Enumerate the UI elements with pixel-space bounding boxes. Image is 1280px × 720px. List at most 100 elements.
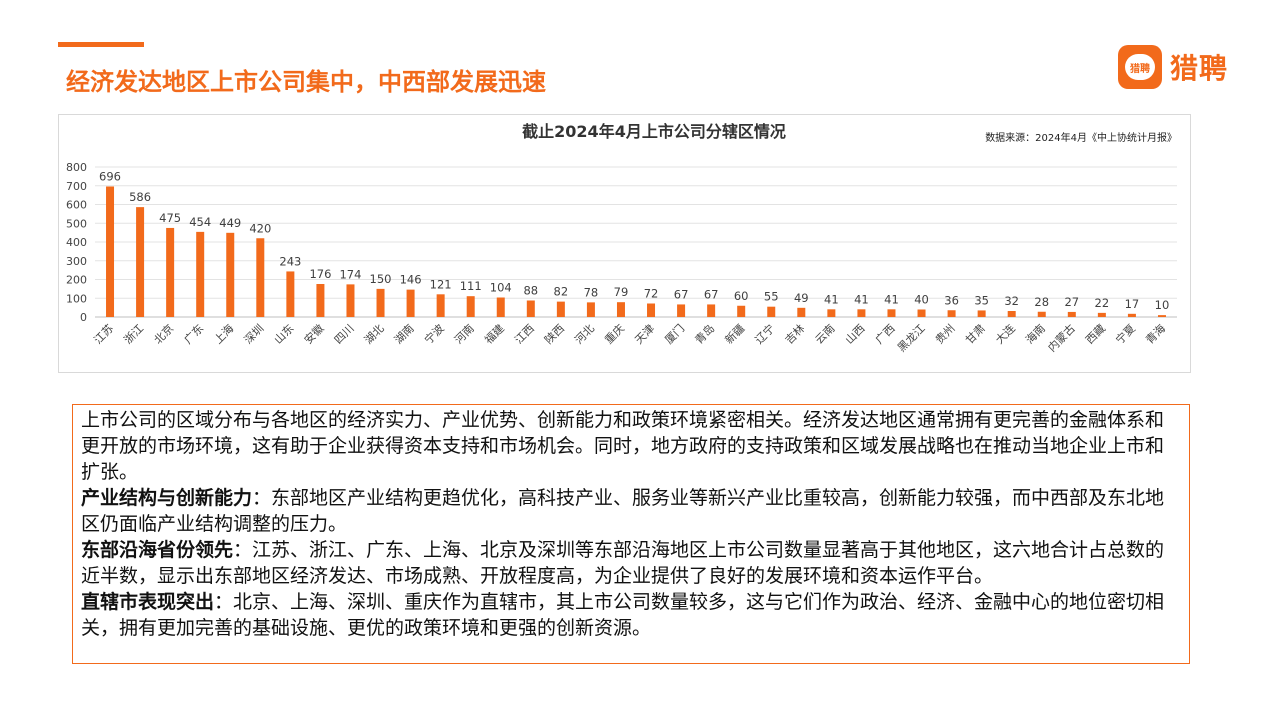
x-tick-label: 大连 bbox=[992, 321, 1017, 346]
chart-title: 截止2024年4月上市公司分辖区情况 bbox=[522, 122, 786, 141]
bar-value-label: 55 bbox=[764, 290, 779, 304]
bar-value-label: 67 bbox=[704, 287, 719, 301]
x-tick-label: 北京 bbox=[151, 321, 176, 346]
bar bbox=[887, 309, 896, 317]
bar-value-label: 32 bbox=[1004, 294, 1019, 308]
y-tick-label: 400 bbox=[66, 236, 87, 249]
bar bbox=[977, 310, 986, 317]
bar-value-label: 22 bbox=[1095, 296, 1110, 310]
paragraph-2-heading: 产业结构与创新能力 bbox=[81, 487, 253, 509]
bar-value-label: 17 bbox=[1125, 297, 1140, 311]
bar bbox=[166, 227, 175, 317]
bar-value-label: 27 bbox=[1064, 295, 1079, 309]
x-tick-label: 青岛 bbox=[692, 321, 717, 346]
bar bbox=[346, 284, 355, 317]
bar-value-label: 79 bbox=[614, 285, 629, 299]
x-tick-label: 四川 bbox=[332, 322, 357, 347]
chart-container: 截止2024年4月上市公司分辖区情况 数据来源：2024年4月《中上协统计月报》… bbox=[58, 114, 1191, 373]
x-tick-label: 云南 bbox=[813, 322, 838, 347]
bar bbox=[1157, 315, 1166, 317]
bar-value-label: 174 bbox=[339, 267, 361, 281]
x-tick-label: 安徽 bbox=[301, 321, 326, 346]
bar bbox=[256, 238, 265, 317]
x-tick-label: 西藏 bbox=[1083, 322, 1108, 347]
bar-value-label: 35 bbox=[974, 293, 989, 307]
x-tick-label: 深圳 bbox=[242, 322, 267, 347]
x-tick-label: 海南 bbox=[1022, 321, 1047, 346]
bar-value-label: 88 bbox=[523, 284, 538, 298]
x-tick-label: 广西 bbox=[873, 322, 898, 347]
x-tick-label: 江苏 bbox=[91, 322, 116, 347]
bar bbox=[226, 232, 235, 317]
summary-paragraph-3: 东部沿海省份领先：江苏、浙江、广东、上海、北京及深圳等东部沿海地区上市公司数量显… bbox=[81, 537, 1181, 589]
bar-value-label: 586 bbox=[129, 190, 151, 204]
logo-text: 猎聘 bbox=[1170, 52, 1229, 85]
summary-paragraph-4: 直辖市表现突出：北京、上海、深圳、重庆作为直辖市，其上市公司数量较多，这与它们作… bbox=[81, 589, 1181, 641]
y-tick-label: 100 bbox=[66, 292, 87, 305]
bar-value-label: 67 bbox=[674, 287, 689, 301]
x-tick-label: 黑龙江 bbox=[895, 322, 928, 355]
y-tick-label: 500 bbox=[66, 217, 87, 230]
x-tick-label: 山西 bbox=[843, 322, 868, 347]
bar bbox=[1067, 311, 1076, 317]
bar-value-label: 10 bbox=[1155, 298, 1170, 312]
bar-value-label: 420 bbox=[249, 221, 271, 235]
bar bbox=[466, 296, 475, 317]
bar bbox=[106, 186, 115, 317]
bar-value-label: 146 bbox=[400, 273, 422, 287]
bar-value-label: 121 bbox=[430, 277, 452, 291]
x-tick-label: 新疆 bbox=[722, 321, 747, 346]
logo-mark-text: 猎聘 bbox=[1125, 54, 1155, 80]
bar-value-label: 475 bbox=[159, 211, 181, 225]
bar-value-label: 41 bbox=[884, 292, 899, 306]
bar-value-label: 696 bbox=[99, 170, 121, 184]
bar bbox=[376, 288, 385, 317]
x-tick-label: 重庆 bbox=[602, 321, 627, 346]
x-axis: 江苏 浙江 北京 广东 上海 深圳 山东 安徽 四川 湖北 湖南 宁波 河南 福建 江西 陕西 河北 重庆 天津 厦门… bbox=[91, 321, 1168, 354]
bar bbox=[586, 302, 595, 317]
bar bbox=[1127, 313, 1136, 317]
paragraph-3-heading: 东部沿海省份领先 bbox=[81, 539, 234, 561]
bar-value-label: 111 bbox=[460, 279, 482, 293]
bar-value-label: 454 bbox=[189, 215, 211, 229]
x-tick-label: 湖北 bbox=[362, 322, 387, 347]
y-tick-label: 300 bbox=[66, 255, 87, 268]
bar bbox=[947, 310, 956, 317]
bar bbox=[616, 302, 625, 317]
bar bbox=[1037, 311, 1046, 317]
bar-value-label: 82 bbox=[554, 285, 569, 299]
bar bbox=[496, 297, 505, 317]
x-tick-label: 河南 bbox=[452, 322, 477, 347]
bar bbox=[827, 309, 836, 317]
bar bbox=[1007, 311, 1016, 317]
bar-value-label: 41 bbox=[854, 292, 869, 306]
x-tick-label: 厦门 bbox=[662, 321, 687, 346]
summary-text-box: 上市公司的区域分布与各地区的经济实力、产业优势、创新能力和政策环境紧密相关。经济… bbox=[72, 404, 1190, 664]
paragraph-4-text: ：北京、上海、深圳、重庆作为直辖市，其上市公司数量较多，这与它们作为政治、经济、… bbox=[81, 591, 1165, 639]
bar-value-label: 40 bbox=[914, 293, 929, 307]
bar bbox=[556, 301, 565, 317]
x-tick-label: 湖南 bbox=[392, 322, 417, 347]
x-tick-label: 陕西 bbox=[542, 321, 567, 346]
bar bbox=[767, 306, 776, 317]
chart-source: 数据来源：2024年4月《中上协统计月报》 bbox=[985, 131, 1177, 144]
bar bbox=[136, 207, 145, 317]
bar bbox=[647, 303, 656, 317]
bar bbox=[436, 294, 445, 317]
bar-value-label: 72 bbox=[644, 287, 659, 301]
x-tick-label: 福建 bbox=[481, 321, 506, 346]
bar-value-label: 176 bbox=[309, 267, 331, 281]
x-tick-label: 吉林 bbox=[782, 321, 807, 346]
y-axis: 0 100 200 300 400 500 600 700 800 bbox=[66, 161, 87, 324]
bar-value-label: 41 bbox=[824, 292, 839, 306]
bar bbox=[857, 309, 866, 317]
x-tick-label: 辽宁 bbox=[752, 321, 777, 346]
x-tick-label: 浙江 bbox=[121, 322, 146, 347]
page-title: 经济发达地区上市公司集中，中西部发展迅速 bbox=[66, 68, 546, 96]
bar bbox=[737, 305, 746, 317]
bar-value-label: 28 bbox=[1034, 295, 1049, 309]
brand-logo: 猎聘 猎聘 bbox=[1118, 44, 1228, 90]
summary-paragraph-2: 产业结构与创新能力：东部地区产业结构更趋优化，高科技产业、服务业等新兴产业比重较… bbox=[81, 485, 1181, 537]
chart-data-labels: 696 586 475 454 449 420 243 176 174 150 146 121 111 1… bbox=[99, 170, 1169, 313]
x-tick-label: 江西 bbox=[512, 322, 537, 347]
